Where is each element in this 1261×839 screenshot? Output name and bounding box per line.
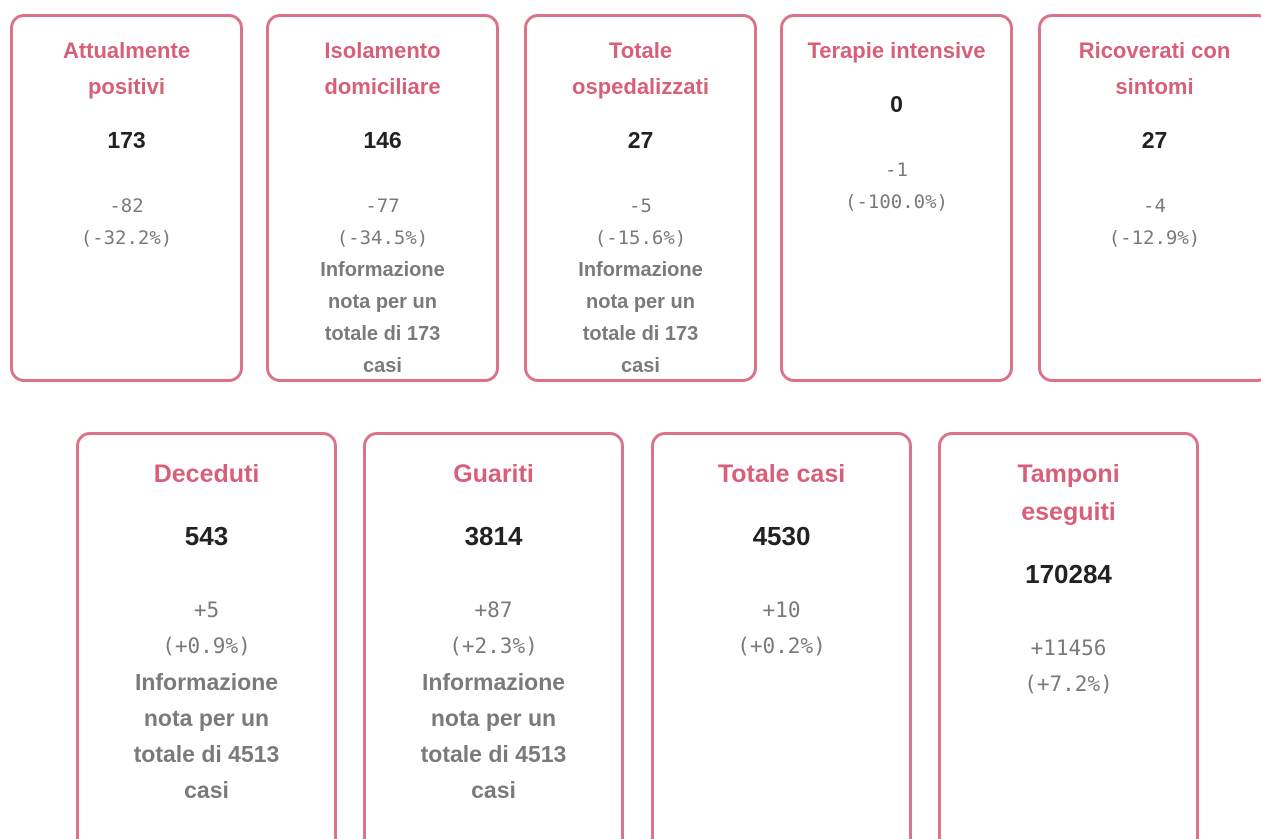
card-title: Terapie intensive [807, 38, 986, 63]
card-note: Informazione nota per un totale di 4513 … [133, 669, 280, 803]
card-percent: (+2.3%) [449, 634, 538, 658]
card-delta: -1 [885, 159, 908, 181]
card-title: Deceduti [153, 460, 260, 488]
card-value: 173 [107, 127, 146, 153]
card-percent: (-15.6%) [594, 227, 687, 249]
card-delta: +10 [762, 598, 801, 622]
card-note: Informazione nota per un totale di 173 c… [578, 259, 703, 377]
stat-card: Totale casi 4530 +10 (+0.2%) [651, 432, 912, 839]
card-delta: -4 [1143, 195, 1166, 217]
stat-card: Tamponi eseguiti 170284 +11456 (+7.2%) [938, 432, 1199, 839]
card-delta: +11456 [1030, 636, 1107, 660]
card-delta: -77 [365, 195, 400, 217]
card-note: Informazione nota per un totale di 173 c… [320, 259, 445, 377]
card-value: 3814 [464, 521, 523, 551]
card-title: Tamponi eseguiti [1017, 460, 1120, 526]
card-value: 0 [890, 91, 903, 117]
card-title: Totale ospedalizzati [572, 38, 709, 99]
card-title: Isolamento domiciliare [324, 38, 441, 99]
card-percent: (-34.5%) [336, 227, 429, 249]
card-title: Attualmente positivi [62, 38, 191, 99]
card-value: 4530 [752, 521, 811, 551]
stat-card: Terapie intensive 0 -1 (-100.0%) [780, 14, 1013, 382]
card-value: 543 [184, 521, 229, 551]
card-delta: -5 [629, 195, 652, 217]
card-delta: +87 [474, 598, 513, 622]
card-title: Totale casi [717, 460, 846, 488]
card-percent: (+0.9%) [162, 634, 251, 658]
card-percent: (-32.2%) [80, 227, 173, 249]
card-delta: +5 [193, 598, 220, 622]
stat-card: Ricoverati con sintomi 27 -4 (-12.9%) [1038, 14, 1261, 382]
stat-card: Guariti 3814 +87 (+2.3%) Informazione nota p… [363, 432, 624, 839]
card-value: 170284 [1025, 559, 1112, 589]
card-value: 146 [363, 127, 402, 153]
card-title: Ricoverati con sintomi [1078, 38, 1231, 99]
card-percent: (+7.2%) [1024, 672, 1113, 696]
stat-card: Deceduti 543 +5 (+0.9%) Informazione nota pe… [76, 432, 337, 839]
stat-card: Totale ospedalizzati 27 -5 (-15.6%) Informaz… [524, 14, 757, 382]
card-delta: -82 [109, 195, 144, 217]
card-value: 27 [627, 127, 654, 153]
card-percent: (+0.2%) [737, 634, 826, 658]
card-note: Informazione nota per un totale di 4513 … [420, 669, 567, 803]
stat-card: Attualmente positivi 173 -82 (-32.2%) [10, 14, 243, 382]
card-title: Guariti [453, 460, 534, 488]
card-value: 27 [1141, 127, 1168, 153]
card-percent: (-100.0%) [845, 191, 948, 213]
stat-card: Isolamento domiciliare 146 -77 (-34.5%) Info… [266, 14, 499, 382]
card-percent: (-12.9%) [1108, 227, 1201, 249]
